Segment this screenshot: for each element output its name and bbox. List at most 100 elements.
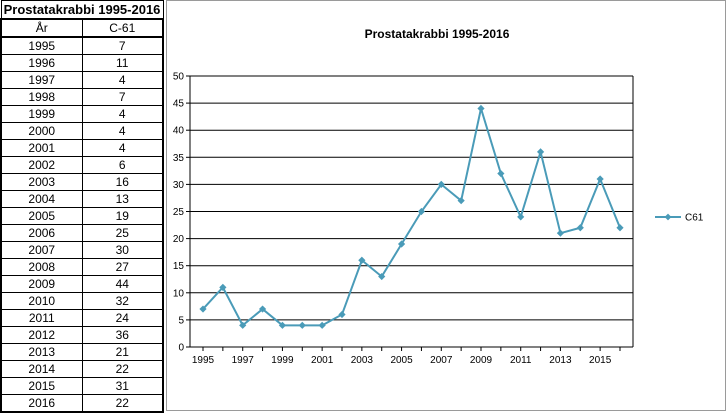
cell-value: 32 (82, 292, 164, 310)
data-point (437, 180, 445, 188)
y-tick-label: 30 (173, 180, 185, 191)
x-tick-label: 2009 (470, 355, 493, 366)
cell-value: 6 (82, 156, 164, 174)
table-row: 2014 22 (0, 360, 164, 378)
cell-year: 2009 (0, 275, 83, 293)
data-point (298, 321, 306, 329)
table-row: 1996 11 (0, 54, 164, 72)
cell-year: 1995 (0, 37, 83, 55)
x-tick-label: 2005 (390, 355, 413, 366)
table-row: 2010 32 (0, 292, 164, 310)
cell-value: 4 (82, 71, 164, 89)
cell-value: 7 (82, 37, 164, 55)
cell-value: 4 (82, 105, 164, 123)
x-tick-label: 1995 (192, 355, 215, 366)
series-line (202, 104, 621, 327)
table-row: 1995 7 (0, 37, 164, 55)
cell-year: 1997 (0, 71, 83, 89)
cell-year: 2014 (0, 360, 83, 378)
data-point (358, 256, 366, 264)
y-tick-label: 20 (173, 234, 185, 245)
cell-value: 19 (82, 207, 164, 225)
table-row: 2011 24 (0, 309, 164, 327)
cell-value: 22 (82, 394, 164, 413)
cell-value: 24 (82, 309, 164, 327)
x-tick-label: 2011 (510, 355, 532, 366)
cell-value: 31 (82, 377, 164, 395)
table-row: 2012 36 (0, 326, 164, 344)
table-row: 2015 31 (0, 377, 164, 395)
data-point (536, 148, 545, 156)
cell-value: 30 (82, 241, 164, 259)
cell-year: 2013 (0, 343, 83, 361)
cell-year: 1998 (0, 88, 83, 106)
x-tick-label: 1997 (232, 355, 255, 366)
cell-value: 25 (82, 224, 164, 242)
cell-year: 2000 (0, 122, 83, 140)
cell-value: 44 (82, 275, 164, 293)
data-point (556, 229, 565, 237)
cell-year: 2015 (0, 377, 83, 395)
cell-year: 2008 (0, 258, 83, 276)
cell-year: 2003 (0, 173, 83, 191)
y-tick-label: 25 (173, 207, 185, 218)
cell-value: 16 (82, 173, 164, 191)
cell-year: 2010 (0, 292, 83, 310)
cell-value: 4 (82, 122, 164, 140)
y-tick-label: 0 (178, 343, 184, 354)
data-point (457, 197, 465, 205)
table-row: 2009 44 (0, 275, 164, 293)
cell-value: 4 (82, 139, 164, 157)
table-row: 1997 4 (0, 71, 164, 89)
x-tick-label: 2013 (549, 355, 572, 366)
cell-year: 2004 (0, 190, 83, 208)
data-point (318, 321, 326, 329)
data-table-panel: Prostatakrabbi 1995-2016 År C-61 1995 7 19… (0, 0, 164, 413)
cell-year: 2001 (0, 139, 83, 157)
data-point (576, 224, 584, 232)
table-row: 2013 21 (0, 343, 164, 361)
x-tick-label: 1999 (271, 355, 294, 366)
data-point (239, 321, 247, 329)
cell-value: 22 (82, 360, 164, 378)
table-row: 2005 19 (0, 207, 164, 225)
table-row: 2004 13 (0, 190, 164, 208)
y-tick-label: 40 (173, 126, 185, 137)
data-point (338, 310, 346, 319)
cell-year: 2006 (0, 224, 83, 242)
cell-year: 2016 (0, 394, 83, 413)
data-point (278, 321, 287, 329)
table-row: 2000 4 (0, 122, 164, 140)
cell-value: 21 (82, 343, 164, 361)
column-header-code: C-61 (82, 19, 164, 38)
table-row: 2007 30 (0, 241, 164, 259)
table-row: 2008 27 (0, 258, 164, 276)
chart-title: Prostatakrabbi 1995-2016 (365, 27, 510, 41)
table-row: 2001 4 (0, 139, 164, 157)
table-row: 2006 25 (0, 224, 164, 242)
table-row: 2003 16 (0, 173, 164, 191)
data-point (616, 224, 624, 232)
cell-year: 2011 (0, 309, 83, 327)
y-tick-label: 5 (178, 315, 184, 326)
y-tick-label: 15 (173, 261, 185, 272)
table-row: 2016 22 (0, 394, 164, 413)
cell-year: 1996 (0, 54, 83, 72)
legend-label: C61 (685, 213, 704, 224)
y-tick-label: 45 (173, 99, 185, 110)
table-row: 1998 7 (0, 88, 164, 106)
y-tick-label: 50 (173, 72, 185, 83)
data-point (497, 169, 505, 178)
legend-marker (664, 213, 672, 221)
data-point (517, 213, 525, 221)
cell-year: 2012 (0, 326, 83, 344)
table-row: 2002 6 (0, 156, 164, 174)
data-point (596, 175, 604, 183)
cell-year: 2002 (0, 156, 83, 174)
y-tick-label: 10 (173, 288, 185, 299)
data-point (378, 272, 386, 281)
chart-area: Prostatakrabbi 1995-2016 0 5 10 15 20 25 30 35 4… (166, 0, 726, 411)
column-header-year: År (0, 19, 83, 38)
cell-value: 36 (82, 326, 164, 344)
cell-value: 11 (82, 54, 164, 72)
